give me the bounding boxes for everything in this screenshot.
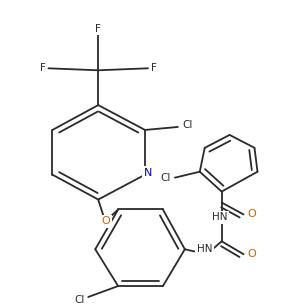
Text: N: N — [144, 168, 152, 178]
Text: Cl: Cl — [183, 120, 193, 130]
Text: HN: HN — [212, 212, 227, 223]
Text: Cl: Cl — [74, 295, 84, 305]
Text: F: F — [40, 63, 46, 73]
Text: O: O — [102, 216, 111, 227]
Text: HN: HN — [197, 244, 212, 254]
Text: O: O — [247, 249, 256, 259]
Text: Cl: Cl — [161, 173, 171, 183]
Text: F: F — [95, 24, 101, 33]
Text: F: F — [151, 63, 157, 73]
Text: O: O — [247, 209, 256, 220]
